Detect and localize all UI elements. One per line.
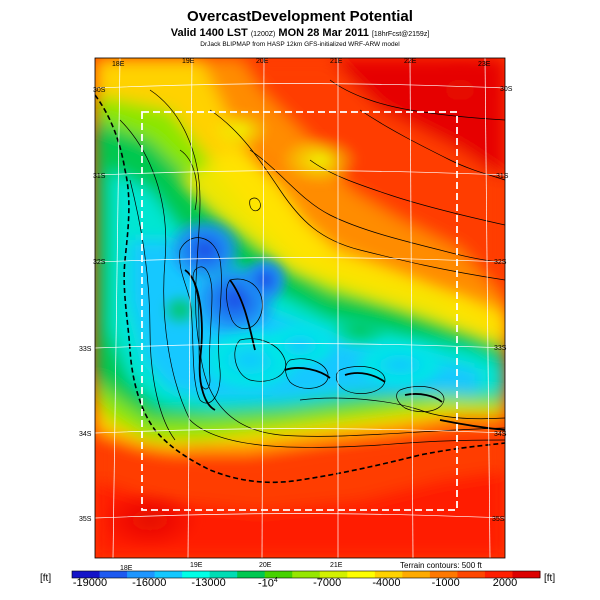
colorbar-swatch [319,571,348,578]
terrain-contour-note: Terrain contours: 500 ft [400,561,482,570]
lat-label-left: 35S [79,516,92,523]
colorbar-unit-right: [ft] [544,573,556,584]
colorbar-tick-label: -13000 [191,577,226,589]
colorbar-swatch [292,571,321,578]
colorbar-swatch [154,571,183,578]
colorbar-swatch [429,571,458,578]
lat-label-right: 35S [492,516,505,523]
colorbar-swatch [237,571,266,578]
colorbar-swatch [402,571,431,578]
colorbar-swatch [457,571,486,578]
colorbar-tick-label: -4000 [372,577,401,589]
colorbar-swatch [347,571,376,578]
lon-label-bottom: 21E [330,562,343,569]
forecast-tag: [18hrFcst@2159z] [371,31,430,38]
lat-label-left: 31S [93,173,106,180]
lon-label-top: 19E [182,58,195,65]
lon-label-top: 20E [256,58,269,65]
terrain-contours [119,79,505,448]
colorbar-tick-label: -19000 [72,577,108,589]
lat-label-left: 32S [93,259,106,266]
valid-utc: (1200Z) [250,31,276,38]
colorbar-swatch [72,571,101,578]
color-field [95,58,505,558]
valid-time-line: Valid 1400 LST (1200Z) MON 28 Mar 2011 [… [0,27,600,39]
lon-labels-bottom: 18E 19E 20E 21E [120,562,343,572]
colorbar-border [71,570,541,579]
colorbar-swatch [99,571,128,578]
lon-label-top: 23E [478,61,491,68]
colorbar-ticks: -19000 -16000 -13000 -104 -7000 -4000 -1000 200… [0,577,600,593]
forecast-domain-box [141,111,458,511]
lon-label-bottom: 18E [120,565,133,572]
lat-labels-right: 30S 31S 32S 33S 34S 35S [492,86,513,523]
colorbar-tick-label: -1000 [431,577,460,589]
colorbar-tick-label: -16000 [132,577,167,589]
map-title: OvercastDevelopment Potential [187,8,413,25]
colorbar-swatch [512,571,541,578]
colorbar-tick-label: -7000 [313,577,342,589]
colorbar-unit-left: [ft] [40,573,52,584]
colorbar-swatch [209,571,238,578]
colorbar-tick-label: 2000 [492,577,518,589]
lon-label-bottom: 19E [190,562,203,569]
lon-label-bottom: 20E [259,562,272,569]
valid-day: MON 28 Mar 2011 [278,27,369,39]
lat-label-left: 33S [79,346,92,353]
lon-labels-top: 18E 19E 20E 21E 22E 23E [112,58,491,68]
colorbar-swatch [182,571,211,578]
colorbar [71,570,541,579]
lon-label-top: 18E [112,61,125,68]
lon-label-top: 21E [330,58,343,65]
major-contours [184,269,505,431]
lat-label-right: 31S [496,173,509,180]
coastline [95,94,505,484]
lat-label-right: 34S [494,431,507,438]
colorbar-tick-label: -104 [257,577,278,590]
lat-label-right: 33S [494,345,507,352]
colorbar-swatch [374,571,403,578]
lat-lon-grid [95,58,505,558]
lon-label-top: 22E [404,58,417,65]
lat-label-right: 30S [500,86,513,93]
lat-label-left: 34S [79,431,92,438]
lat-label-right: 32S [494,259,507,266]
colorbar-swatch [264,571,293,578]
colorbar-swatch [484,571,513,578]
lat-label-left: 30S [93,87,106,94]
colorbar-swatch [127,571,156,578]
model-credit: DrJack BLIPMAP from HASP 12km GFS-initia… [200,41,400,48]
lat-labels-left: 30S 31S 32S 33S 34S 35S [79,87,106,523]
valid-prefix: Valid 1400 LST [170,27,248,39]
map-frame [94,57,506,559]
